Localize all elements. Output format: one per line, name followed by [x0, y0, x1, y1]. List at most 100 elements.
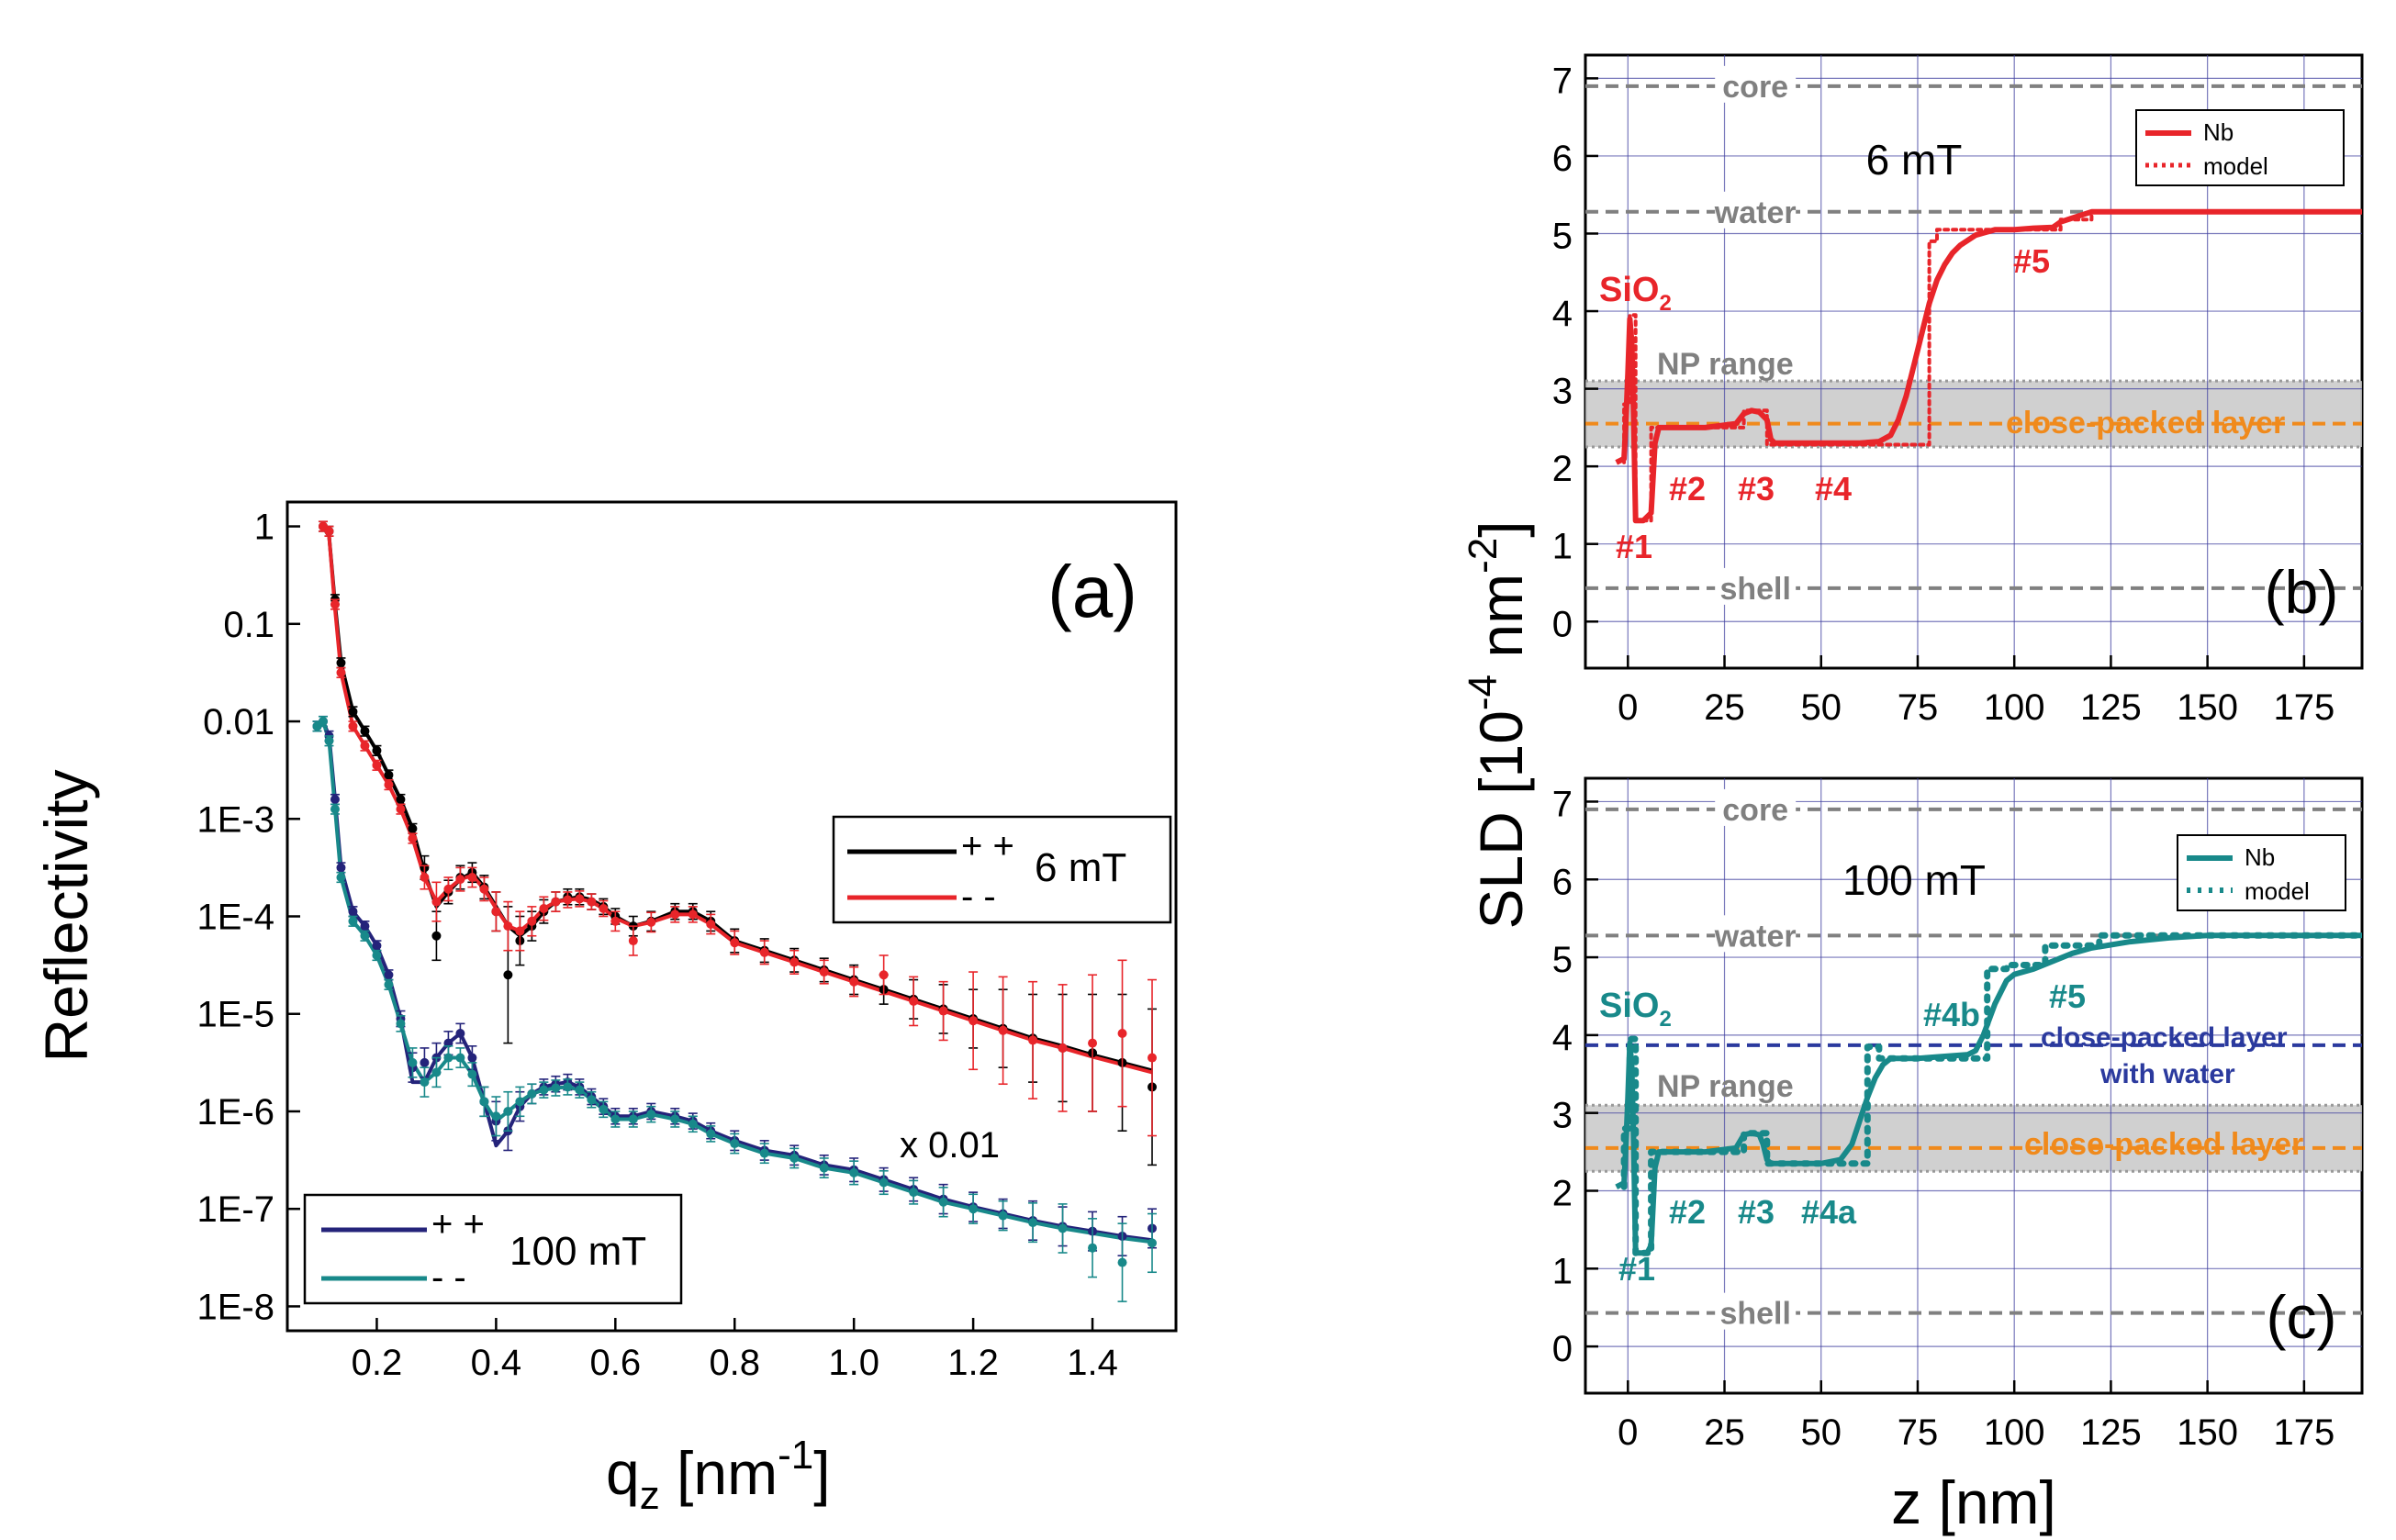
data-point [348, 707, 358, 717]
data-point [431, 1067, 442, 1077]
x-tick-label: 50 [1800, 687, 1842, 728]
data-point [968, 1204, 979, 1214]
data-point [420, 1057, 430, 1067]
data-point [420, 1077, 430, 1088]
data-point [551, 897, 561, 907]
x-tick-label: 150 [2177, 687, 2238, 728]
label-c-with-water-2: with water [2099, 1059, 2235, 1089]
data-point [467, 1053, 477, 1063]
data-point [628, 1114, 638, 1124]
legend-entry-100mT-pp: + + [431, 1204, 485, 1244]
fit-line-100-mT-fit [316, 720, 1153, 1243]
y-tick-label-a: 1E-8 [197, 1287, 275, 1327]
ref-label-bg [1715, 191, 1797, 229]
y-tick-label: 2 [1552, 1173, 1573, 1213]
sld-curve-model [1620, 932, 2366, 1256]
scale-annotation: x 0.01 [900, 1125, 1000, 1166]
label-c-sio2: SiO2 [1599, 987, 1672, 1032]
axis-ticks-c: 0 25 50 75 100 125 150 175 0 1 2 3 4 5 6 7 [1552, 784, 2334, 1453]
label-c-layer-4b: #4b [1923, 996, 1980, 1033]
label-b-sio2-sub: 2 [1659, 291, 1671, 316]
ref-label-bg [1715, 1292, 1797, 1330]
label-b-np-range: NP range [1657, 347, 1794, 382]
y-axis-label-a: Reflectivity [32, 769, 100, 1062]
axis-ticks-b: 0 25 50 75 100 125 150 175 0 1 2 3 4 5 6 7 [1552, 61, 2334, 728]
data-point [384, 979, 394, 989]
x-tick-label-a: 0.8 [709, 1343, 760, 1383]
legend-6mT: + + - - 6 mT [832, 815, 1172, 924]
fit-line-6-mT-fit [321, 525, 1153, 1075]
y-tick-label: 7 [1552, 61, 1573, 101]
data-point [455, 1053, 465, 1063]
data-point [849, 976, 859, 987]
data-point [575, 894, 585, 904]
data-point [443, 884, 453, 894]
fit-line-6-mT-fit [321, 525, 1153, 1073]
y-tick-label: 6 [1552, 139, 1573, 179]
label-c-np-range: NP range [1657, 1069, 1794, 1104]
data-point [968, 1016, 979, 1026]
data-point [706, 919, 716, 929]
data-point [408, 1057, 418, 1067]
x-tick-label: 50 [1800, 1412, 1842, 1453]
label-c-layer-2: #2 [1669, 1193, 1706, 1231]
ref-label-core: core [1722, 70, 1788, 105]
x-tick-label: 0 [1618, 1412, 1638, 1453]
data-point [467, 1069, 477, 1079]
y-tick-label: 4 [1552, 1018, 1573, 1058]
panel-c-sld-100mT: core water shell 0 25 50 75 100 125 150 175 0 1 2 3 4 5… [1552, 776, 2366, 1453]
data-point [998, 1211, 1008, 1221]
data-point [1117, 1028, 1127, 1038]
annotations-b: SiO2 NP range close-packed layer #1 #2 #… [1599, 242, 2285, 565]
y-tick-label: 5 [1552, 216, 1573, 256]
ref-label-shell: shell [1719, 1297, 1790, 1332]
data-point [360, 931, 370, 941]
y-tick-label-a: 1 [254, 508, 274, 548]
data-point [467, 873, 477, 883]
x-label-a-close: ] [813, 1439, 830, 1507]
y-tick-label: 0 [1552, 604, 1573, 644]
data-point [909, 1188, 919, 1198]
sld-label-sup2: -2 [1461, 538, 1506, 574]
x-label-a-sub: z [640, 1473, 660, 1518]
data-point [420, 873, 430, 883]
data-point [330, 804, 340, 814]
x-label-a-q: q [606, 1439, 640, 1507]
y-tick-label: 0 [1552, 1329, 1573, 1369]
data-point [396, 795, 406, 805]
label-c-with-water-1: close-packed layer [2041, 1022, 2288, 1053]
data-point [819, 1163, 829, 1173]
x-label-a-sup: -1 [778, 1433, 813, 1478]
x-tick-label: 25 [1704, 687, 1745, 728]
data-point [396, 804, 406, 814]
data-point [330, 599, 340, 609]
data-point [563, 895, 573, 905]
data-point [587, 1095, 597, 1105]
background-c: core water shell [1585, 778, 2362, 1393]
x-tick-label: 100 [1984, 1412, 2045, 1453]
x-tick-label: 25 [1704, 1412, 1745, 1453]
panel-a-reflectivity: 0.2 0.4 0.6 0.8 1.0 1.2 1.4 1 0.1 0.01 1E-3 1E-4 1E-… [32, 500, 1178, 1518]
ref-label-bg [1715, 915, 1797, 953]
x-tick-label-a: 1.0 [828, 1343, 879, 1383]
y-tick-label-a: 0.1 [223, 605, 274, 645]
x-tick-label-a: 1.2 [947, 1343, 999, 1383]
axis-ticks-a: 0.2 0.4 0.6 0.8 1.0 1.2 1.4 1 0.1 0.01 1E-3 1E-4 1E-… [197, 508, 1118, 1383]
data-point [587, 897, 597, 907]
sld-label-sup: -4 [1461, 675, 1506, 710]
legend-entry-c-nb: Nb [2245, 843, 2275, 871]
data-point [909, 996, 919, 1006]
y-tick-label: 1 [1552, 527, 1573, 567]
curves-c [1615, 932, 2366, 1256]
data-point [730, 1139, 740, 1149]
data-point [1117, 1257, 1127, 1267]
data-point [1058, 1223, 1068, 1233]
data-point [610, 1114, 621, 1124]
y-tick-label-a: 1E-3 [197, 799, 275, 840]
data-point [318, 717, 328, 727]
y-tick-label: 5 [1552, 940, 1573, 980]
data-point [336, 863, 346, 873]
y-tick-label: 7 [1552, 784, 1573, 824]
legend-entry-6mT-pp: + + [961, 826, 1014, 866]
